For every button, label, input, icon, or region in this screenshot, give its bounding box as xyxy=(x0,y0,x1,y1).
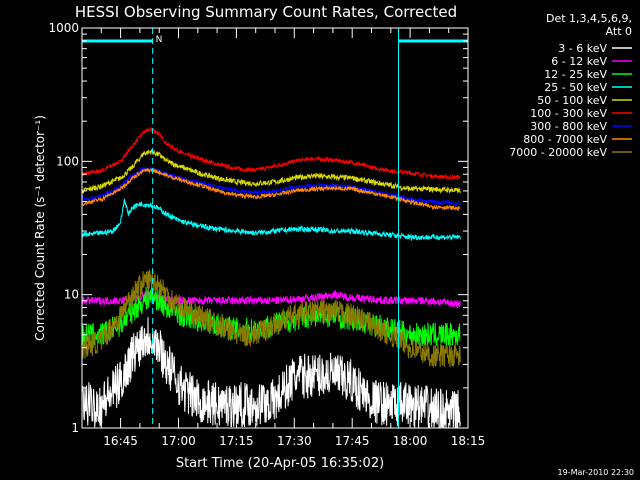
series-line-1 xyxy=(81,148,461,195)
footer-timestamp: 19-Mar-2010 22:30 xyxy=(558,468,635,477)
series-line-5 xyxy=(81,289,461,309)
annotation-layer: N xyxy=(82,28,469,428)
y-tick-label-2: 100 xyxy=(56,154,79,168)
series-line-0 xyxy=(81,126,461,181)
legend-label-0: 3 - 6 keV xyxy=(558,42,607,55)
series-line-6 xyxy=(81,284,461,347)
legend-label-6: 300 - 800 keV xyxy=(530,120,607,133)
x-tick-label-4: 17:45 xyxy=(335,434,370,448)
axis-layer: 16:45 17:00 17:15 17:30 17:45 18:00 18:15 1 10 10… xyxy=(48,21,485,448)
chart-title: HESSI Observing Summary Count Rates, Cor… xyxy=(75,3,457,21)
y-tick-label-0: 1 xyxy=(71,421,79,435)
y-tick-label-3: 1000 xyxy=(48,21,79,35)
legend-label-2: 12 - 25 keV xyxy=(544,68,607,81)
y-tick-label-1: 10 xyxy=(64,288,79,302)
legend-label-4: 50 - 100 keV xyxy=(537,94,607,107)
series-line-4 xyxy=(81,198,461,242)
plot-frame xyxy=(81,27,469,429)
y-axis-label: Corrected Count Rate (s⁻¹ detector⁻¹) xyxy=(33,115,47,341)
series-line-7 xyxy=(81,269,461,368)
x-axis-label: Start Time (20-Apr-05 16:35:02) xyxy=(176,456,384,471)
x-tick-label-6: 18:15 xyxy=(451,434,486,448)
x-tick-label-5: 18:00 xyxy=(393,434,428,448)
x-tick-label-0: 16:45 xyxy=(103,434,138,448)
legend-label-7: 800 - 7000 keV xyxy=(523,133,607,146)
x-tick-label-3: 17:30 xyxy=(277,434,312,448)
legend-label-3: 25 - 50 keV xyxy=(544,81,607,94)
legend-header-line-2: Att 0 xyxy=(606,25,632,38)
legend-label-1: 6 - 12 keV xyxy=(551,55,607,68)
series-line-3 xyxy=(81,167,461,212)
saa-marker-label: N xyxy=(156,35,163,45)
legend-label-5: 100 - 300 keV xyxy=(530,107,607,120)
x-tick-label-1: 17:00 xyxy=(161,434,196,448)
legend-header-line-1: Det 1,3,4,5,6,9, xyxy=(546,12,632,25)
x-tick-label-2: 17:15 xyxy=(219,434,254,448)
legend-label-8: 7000 - 20000 keV xyxy=(509,146,607,159)
series-line-8 xyxy=(81,317,461,429)
series-layer xyxy=(81,126,461,429)
